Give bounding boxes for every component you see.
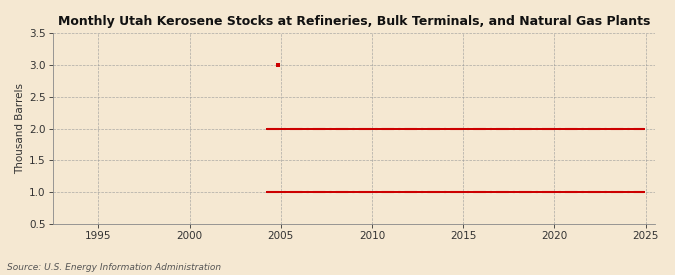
Title: Monthly Utah Kerosene Stocks at Refineries, Bulk Terminals, and Natural Gas Plan: Monthly Utah Kerosene Stocks at Refineri… — [57, 15, 650, 28]
Y-axis label: Thousand Barrels: Thousand Barrels — [15, 83, 25, 174]
Text: Source: U.S. Energy Information Administration: Source: U.S. Energy Information Administ… — [7, 263, 221, 272]
